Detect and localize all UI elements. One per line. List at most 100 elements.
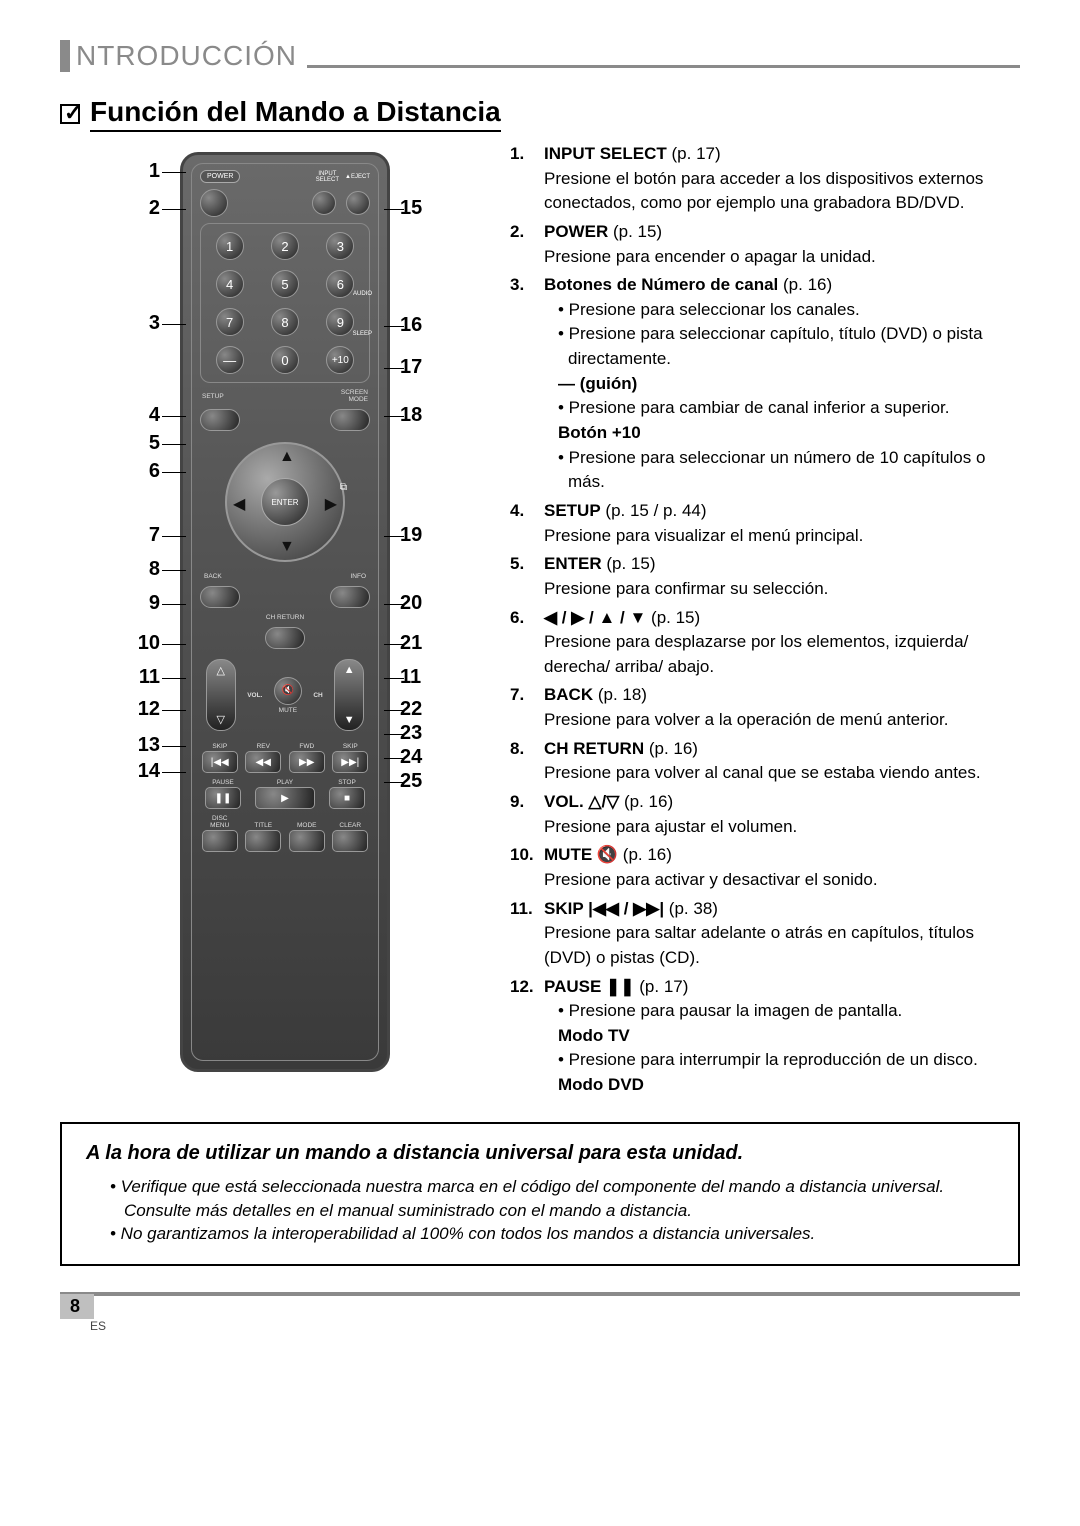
leader-line — [162, 536, 186, 537]
disc-menu-button[interactable] — [202, 830, 238, 852]
leader-line — [162, 209, 186, 210]
callout-7-left: 7 — [100, 524, 160, 547]
numpad-7[interactable]: 7 — [216, 308, 244, 336]
ch-rocker[interactable]: ▲▼ — [334, 659, 364, 731]
vol-rocker[interactable]: △▽ — [206, 659, 236, 731]
remote-body: POWER INPUTSELECT ▲EJECT — [180, 152, 390, 1072]
callout-2-left: 2 — [100, 197, 160, 220]
callout-15-right: 15 — [400, 197, 460, 220]
numpad-4[interactable]: 4 — [216, 270, 244, 298]
desc-number: 4. — [510, 499, 544, 548]
pause-button[interactable]: ❚❚ — [205, 787, 241, 809]
desc-text: Presione para activar y desactivar el so… — [544, 868, 1020, 893]
fwd-button[interactable]: ▶▶ — [289, 751, 325, 773]
desc-number: 9. — [510, 790, 544, 839]
rev-button[interactable]: ◀◀ — [245, 751, 281, 773]
stop-button[interactable]: ■ — [329, 787, 365, 809]
numpad-8[interactable]: 8 — [271, 308, 299, 336]
desc-title: CH RETURN — [544, 739, 644, 758]
desc-body: CH RETURN (p. 16)Presione para volver al… — [544, 737, 1020, 786]
desc-title: ENTER — [544, 554, 602, 573]
dpad-right-icon[interactable]: ▶ — [325, 494, 337, 514]
desc-page-ref: (p. 16) — [619, 792, 673, 811]
power-button[interactable] — [200, 189, 228, 217]
desc-title: INPUT SELECT — [544, 144, 667, 163]
numpad-+10[interactable]: +10 — [326, 346, 354, 374]
skip-prev-label: SKIP — [212, 743, 227, 750]
footer-rule — [60, 1292, 1020, 1296]
setup-button[interactable] — [200, 409, 240, 431]
numpad-5[interactable]: 5 — [271, 270, 299, 298]
desc-title: SKIP |◀◀ / ▶▶| — [544, 899, 664, 918]
fwd-label: FWD — [299, 743, 314, 750]
desc-bullet: • Presione para pausar la imagen de pant… — [558, 999, 1020, 1024]
desc-page-ref: (p. 38) — [664, 899, 718, 918]
desc-item: 7.BACK (p. 18)Presione para volver a la … — [510, 683, 1020, 732]
dpad-up-icon[interactable]: ▲ — [279, 448, 295, 466]
leader-line — [384, 604, 404, 605]
numpad-1[interactable]: 1 — [216, 232, 244, 260]
numpad-—[interactable]: — — [216, 346, 244, 374]
desc-text: Presione para encender o apagar la unida… — [544, 245, 1020, 270]
desc-body: VOL. △/▽ (p. 16)Presione para ajustar el… — [544, 790, 1020, 839]
desc-title: MUTE 🔇 — [544, 845, 618, 864]
clear-button[interactable] — [332, 830, 368, 852]
skip-prev-button[interactable]: |◀◀ — [202, 751, 238, 773]
dpad-ring[interactable]: ▲ ▼ ◀ ▶ ⧉ ENTER — [225, 442, 345, 562]
remote-top-buttons — [200, 189, 370, 217]
desc-title: VOL. △/▽ — [544, 792, 619, 811]
leader-line — [162, 772, 186, 773]
ch-return-button[interactable] — [265, 627, 305, 649]
numpad-2[interactable]: 2 — [271, 232, 299, 260]
dpad-left-icon[interactable]: ◀ — [233, 494, 245, 514]
callout-20-right: 20 — [400, 592, 460, 615]
mute-button[interactable]: 🔇 — [274, 677, 302, 705]
callout-1-left: 1 — [100, 160, 160, 183]
remote-inner: POWER INPUTSELECT ▲EJECT — [191, 163, 379, 1061]
leader-line — [384, 536, 404, 537]
leader-line — [162, 746, 186, 747]
desc-number: 6. — [510, 606, 544, 680]
leader-line — [162, 604, 186, 605]
numpad-9[interactable]: 9 — [326, 308, 354, 336]
note-bullet: • No garantizamos la interoperabilidad a… — [110, 1222, 994, 1246]
transport-row-3: DISCMENU TITLE MODE CLEAR — [200, 815, 370, 852]
section-title-text: Función del Mando a Distancia — [90, 96, 501, 132]
screen-mode-label: SCREENMODE — [341, 389, 368, 403]
desc-page-ref: (p. 17) — [667, 144, 721, 163]
desc-item: 6.◀ / ▶ / ▲ / ▼ (p. 15)Presione para des… — [510, 606, 1020, 680]
input-select-button[interactable] — [312, 191, 336, 215]
eject-label: ▲EJECT — [345, 174, 370, 180]
info-button[interactable] — [330, 586, 370, 608]
numpad-3[interactable]: 3 — [326, 232, 354, 260]
desc-body: MUTE 🔇 (p. 16)Presione para activar y de… — [544, 843, 1020, 892]
title-button[interactable] — [245, 830, 281, 852]
desc-number: 12. — [510, 975, 544, 1098]
leader-line — [384, 678, 404, 679]
screen-mode-button[interactable] — [330, 409, 370, 431]
play-button[interactable]: ▶ — [255, 787, 315, 809]
desc-number: 3. — [510, 273, 544, 495]
callout-22-right: 22 — [400, 698, 460, 721]
skip-next-button[interactable]: ▶▶| — [332, 751, 368, 773]
back-info-buttons — [200, 586, 370, 608]
desc-text: Presione para saltar adelante o atrás en… — [544, 921, 1020, 970]
stop-label: STOP — [338, 779, 356, 786]
ch-return-label: CH RETURN — [200, 614, 370, 621]
dpad-down-icon[interactable]: ▼ — [279, 538, 295, 556]
mode-button[interactable] — [289, 830, 325, 852]
clear-label: CLEAR — [339, 822, 361, 829]
leader-line — [162, 710, 186, 711]
back-button[interactable] — [200, 586, 240, 608]
callout-6-left: 6 — [100, 460, 160, 483]
desc-title: ◀ / ▶ / ▲ / ▼ — [544, 608, 646, 627]
numpad-6[interactable]: 6 — [326, 270, 354, 298]
enter-button[interactable]: ENTER — [261, 478, 309, 526]
desc-number: 11. — [510, 897, 544, 971]
callout-23-right: 23 — [400, 722, 460, 745]
numpad-0[interactable]: 0 — [271, 346, 299, 374]
callout-25-right: 25 — [400, 770, 460, 793]
eject-button[interactable] — [346, 191, 370, 215]
note-bullet: • Verifique que está seleccionada nuestr… — [110, 1175, 994, 1223]
callout-12-left: 12 — [100, 698, 160, 721]
